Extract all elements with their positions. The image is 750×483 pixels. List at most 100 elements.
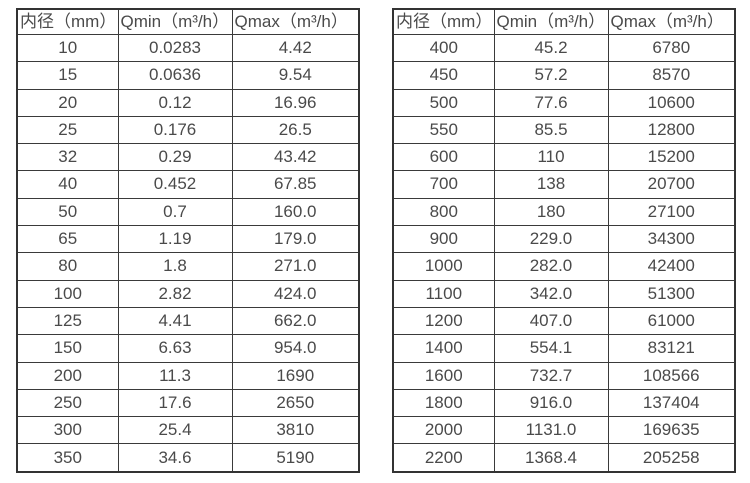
qmax-cell: 954.0 xyxy=(231,334,360,363)
qmax-cell: 271.0 xyxy=(231,252,360,281)
table-row: 1100 342.0 51300 xyxy=(392,279,736,308)
diameter-cell: 100 xyxy=(16,279,119,308)
diameter-cell: 125 xyxy=(16,306,119,336)
table-row: 600 110 15200 xyxy=(392,143,736,172)
table-row: 65 1.19 179.0 xyxy=(16,225,360,254)
table-row: 2200 1368.4 205258 xyxy=(392,443,736,473)
diameter-cell: 400 xyxy=(392,33,495,63)
diameter-cell: 65 xyxy=(16,225,119,254)
table-row: 550 85.5 12800 xyxy=(392,115,736,145)
table-row: 32 0.29 43.42 xyxy=(16,143,360,172)
qmin-cell: 138 xyxy=(493,170,609,199)
table-row: 700 138 20700 xyxy=(392,170,736,199)
qmin-cell: 11.3 xyxy=(117,361,233,390)
qmin-cell: 6.63 xyxy=(117,334,233,363)
qmax-cell: 6780 xyxy=(607,33,736,63)
diameter-column-header: 内径（mm） xyxy=(392,8,495,35)
diameter-cell: 50 xyxy=(16,197,119,227)
qmin-cell: 554.1 xyxy=(493,334,609,363)
qmin-cell: 0.0636 xyxy=(117,61,233,90)
qmin-cell: 2.82 xyxy=(117,279,233,308)
qmin-cell: 407.0 xyxy=(493,306,609,336)
qmin-cell: 57.2 xyxy=(493,61,609,90)
diameter-column-header: 内径（mm） xyxy=(16,8,119,35)
qmax-cell: 4.42 xyxy=(231,33,360,63)
qmax-cell: 137404 xyxy=(607,388,736,418)
table-row: 50 0.7 160.0 xyxy=(16,197,360,227)
table-row: 1800 916.0 137404 xyxy=(392,388,736,418)
qmin-cell: 1131.0 xyxy=(493,416,609,445)
qmin-cell: 282.0 xyxy=(493,252,609,281)
diameter-cell: 15 xyxy=(16,61,119,90)
qmin-cell: 0.0283 xyxy=(117,33,233,63)
qmax-column-header: Qmax（m³/h） xyxy=(607,8,736,35)
diameter-cell: 350 xyxy=(16,443,119,473)
diameter-cell: 900 xyxy=(392,225,495,254)
qmin-cell: 916.0 xyxy=(493,388,609,418)
qmax-cell: 5190 xyxy=(231,443,360,473)
qmax-cell: 12800 xyxy=(607,115,736,145)
table-row: 2000 1131.0 169635 xyxy=(392,416,736,445)
diameter-cell: 600 xyxy=(392,143,495,172)
qmax-column-header: Qmax（m³/h） xyxy=(231,8,360,35)
diameter-cell: 1000 xyxy=(392,252,495,281)
table-row: 300 25.4 3810 xyxy=(16,416,360,445)
qmax-cell: 205258 xyxy=(607,443,736,473)
table-row: 15 0.0636 9.54 xyxy=(16,61,360,90)
qmin-column-header: Qmin（m³/h） xyxy=(117,8,233,35)
table-row: 450 57.2 8570 xyxy=(392,61,736,90)
table-row: 800 180 27100 xyxy=(392,197,736,227)
qmin-column-header: Qmin（m³/h） xyxy=(493,8,609,35)
qmin-cell: 4.41 xyxy=(117,306,233,336)
qmax-cell: 108566 xyxy=(607,361,736,390)
qmax-cell: 662.0 xyxy=(231,306,360,336)
diameter-cell: 1600 xyxy=(392,361,495,390)
qmax-cell: 42400 xyxy=(607,252,736,281)
qmax-cell: 9.54 xyxy=(231,61,360,90)
qmin-cell: 229.0 xyxy=(493,225,609,254)
qmax-cell: 20700 xyxy=(607,170,736,199)
qmax-cell: 1690 xyxy=(231,361,360,390)
diameter-cell: 80 xyxy=(16,252,119,281)
qmax-cell: 26.5 xyxy=(231,115,360,145)
qmax-cell: 424.0 xyxy=(231,279,360,308)
qmin-cell: 0.12 xyxy=(117,88,233,117)
qmax-cell: 51300 xyxy=(607,279,736,308)
qmin-cell: 180 xyxy=(493,197,609,227)
qmin-cell: 1.8 xyxy=(117,252,233,281)
table-row: 350 34.6 5190 xyxy=(16,443,360,473)
table-row: 80 1.8 271.0 xyxy=(16,252,360,281)
diameter-cell: 700 xyxy=(392,170,495,199)
qmax-cell: 16.96 xyxy=(231,88,360,117)
qmax-cell: 43.42 xyxy=(231,143,360,172)
header-row: 内径（mm） Qmin（m³/h） Qmax（m³/h） xyxy=(392,8,736,35)
diameter-cell: 300 xyxy=(16,416,119,445)
table-row: 1000 282.0 42400 xyxy=(392,252,736,281)
qmax-cell: 15200 xyxy=(607,143,736,172)
qmax-cell: 27100 xyxy=(607,197,736,227)
qmax-cell: 160.0 xyxy=(231,197,360,227)
qmin-cell: 77.6 xyxy=(493,88,609,117)
table-row: 20 0.12 16.96 xyxy=(16,88,360,117)
qmin-cell: 17.6 xyxy=(117,388,233,418)
diameter-cell: 1100 xyxy=(392,279,495,308)
qmin-cell: 342.0 xyxy=(493,279,609,308)
flow-table-large-diameter: 内径（mm） Qmin（m³/h） Qmax（m³/h） 400 45.2 6780 450… xyxy=(392,8,736,473)
qmin-cell: 45.2 xyxy=(493,33,609,63)
diameter-cell: 1400 xyxy=(392,334,495,363)
qmax-cell: 83121 xyxy=(607,334,736,363)
diameter-cell: 32 xyxy=(16,143,119,172)
diameter-cell: 250 xyxy=(16,388,119,418)
qmin-cell: 110 xyxy=(493,143,609,172)
diameter-cell: 2000 xyxy=(392,416,495,445)
table-row: 400 45.2 6780 xyxy=(392,33,736,63)
qmin-cell: 1.19 xyxy=(117,225,233,254)
diameter-cell: 200 xyxy=(16,361,119,390)
diameter-cell: 550 xyxy=(392,115,495,145)
table-row: 25 0.176 26.5 xyxy=(16,115,360,145)
diameter-cell: 1200 xyxy=(392,306,495,336)
diameter-cell: 150 xyxy=(16,334,119,363)
qmin-cell: 1368.4 xyxy=(493,443,609,473)
qmin-cell: 0.7 xyxy=(117,197,233,227)
